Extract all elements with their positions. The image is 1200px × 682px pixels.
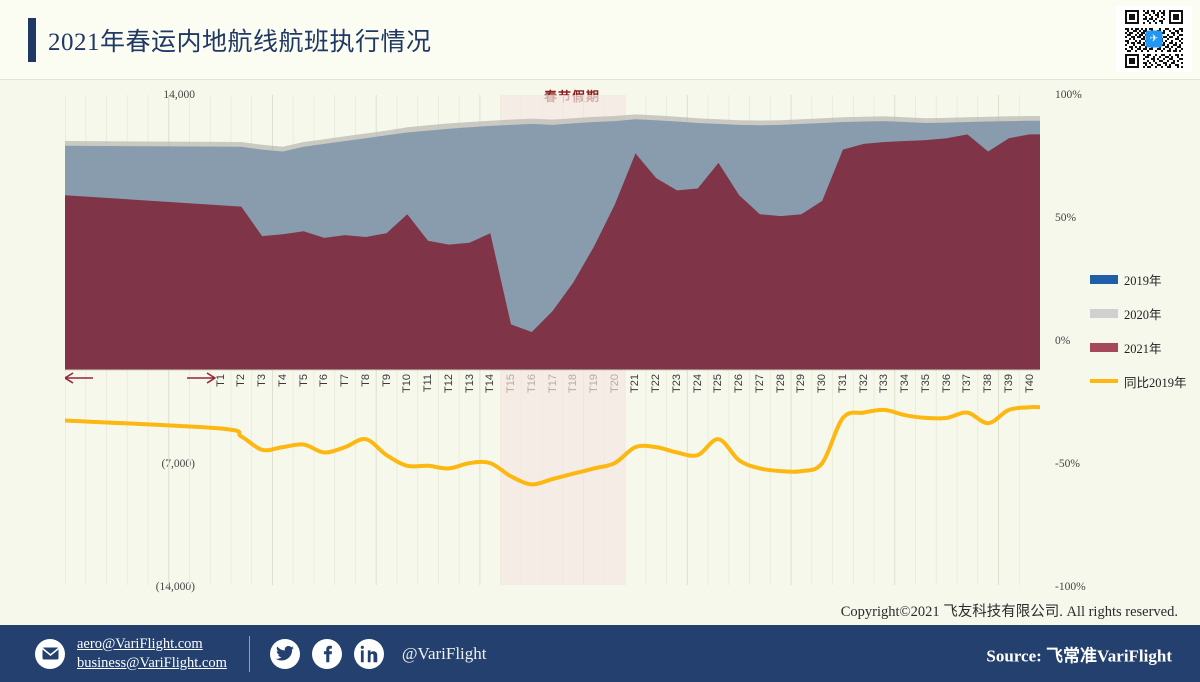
- page-footer: aero@VariFlight.com business@VariFlight.…: [0, 625, 1200, 682]
- y-axis-left-tick: (7,000): [161, 458, 195, 470]
- x-axis-tick-t10: T10: [401, 374, 414, 393]
- x-axis-tick-t13: T13: [463, 374, 476, 393]
- legend-label-2019: 2019年: [1124, 273, 1162, 288]
- title-accent-bar: [28, 18, 36, 62]
- x-axis-tick-t6: T6: [318, 374, 331, 387]
- qr-code-icon: ✈: [1123, 8, 1185, 70]
- qr-center-logo: ✈: [1145, 30, 1163, 48]
- header-divider: [0, 79, 1200, 80]
- envelope-icon[interactable]: [35, 638, 65, 669]
- y-axis-left-tick: (14,000): [155, 581, 195, 593]
- x-axis-tick-t3: T3: [256, 374, 269, 387]
- legend-item-2021[interactable]: 2021年: [1090, 340, 1200, 356]
- x-axis-tick-t28: T28: [774, 374, 787, 393]
- x-axis-tick-t16: T16: [525, 374, 538, 393]
- chart-region: 14,000 7,000 0 (7,000) (14,000) 100% 50%…: [0, 80, 1200, 595]
- chart-svg: [63, 95, 1042, 585]
- page-title: 2021年春运内地航线航班执行情况: [48, 29, 432, 56]
- x-axis-tick-t35: T35: [919, 374, 932, 393]
- x-axis-tick-t15: T15: [505, 374, 517, 393]
- legend-label-2021: 2021年: [1124, 341, 1162, 356]
- line-series-yoy: [63, 405, 1042, 487]
- facebook-icon[interactable]: [311, 638, 342, 669]
- x-axis-tick-t21: T21: [629, 374, 642, 393]
- x-axis-tick-t38: T38: [982, 374, 995, 393]
- x-axis-tick-t36: T36: [940, 374, 953, 393]
- x-axis-tick-t26: T26: [733, 374, 746, 393]
- legend-swatch-2020: [1090, 308, 1118, 318]
- email-aero[interactable]: aero@VariFlight.com: [77, 635, 203, 652]
- chart-legend: 2019年 2020年 2021年 同比2019年: [1090, 272, 1200, 408]
- social-handle: @VariFlight: [401, 643, 487, 663]
- x-axis-tick-t39: T39: [1002, 374, 1015, 393]
- x-axis-tick-t40: T40: [1023, 374, 1036, 393]
- source-label: Source: 飞常准VariFlight: [986, 646, 1172, 665]
- x-axis-tick-t17: T17: [546, 374, 559, 393]
- area-series-2021: [65, 134, 1040, 370]
- social-links: [269, 638, 396, 669]
- y-axis-left-tick: 14,000: [163, 89, 195, 101]
- y-axis-right-tick: -50%: [1055, 458, 1080, 470]
- x-axis-tick-t19: T19: [587, 374, 600, 393]
- x-axis-tick-t9: T9: [380, 374, 393, 387]
- x-axis-tick-t30: T30: [816, 374, 829, 393]
- footer-divider: [248, 635, 250, 672]
- x-axis-tick-t25: T25: [712, 374, 725, 393]
- y-axis-right-tick: 100%: [1055, 89, 1082, 101]
- x-axis-tick-t18: T18: [567, 374, 580, 393]
- copyright-text: Copyright©2021 飞友科技有限公司. All rights rese…: [840, 604, 1178, 620]
- x-axis-tick-t5: T5: [297, 374, 310, 387]
- legend-label-yoy: 同比2019年: [1124, 375, 1187, 390]
- email-business[interactable]: business@VariFlight.com: [77, 654, 227, 671]
- x-axis-tick-t11: T11: [422, 374, 435, 393]
- x-axis-tick-t27: T27: [753, 374, 766, 393]
- x-axis-tick-t34: T34: [899, 374, 912, 393]
- legend-item-yoy[interactable]: 同比2019年: [1090, 374, 1200, 390]
- legend-item-2020[interactable]: 2020年: [1090, 306, 1200, 322]
- pre-period-arrows: [64, 372, 216, 384]
- x-axis-tick-t29: T29: [795, 374, 808, 393]
- x-axis-tick-t14: T14: [484, 374, 497, 393]
- x-axis-tick-t7: T7: [339, 374, 352, 387]
- chart-plot-area: T1 T2 T3 T4 T5 T6 T7 T8 T9 T10 T11 T12 T13 T14 T15 T16 T…: [63, 95, 1042, 585]
- legend-swatch-2019: [1090, 274, 1118, 284]
- y-axis-right-tick: 50%: [1055, 212, 1077, 224]
- legend-swatch-yoy: [1090, 379, 1118, 383]
- email-group: aero@VariFlight.com business@VariFlight.…: [77, 635, 227, 673]
- x-axis-tick-t33: T33: [878, 374, 891, 393]
- x-axis-tick-t22: T22: [650, 374, 663, 393]
- legend-item-2019[interactable]: 2019年: [1090, 272, 1200, 288]
- page-header: 2021年春运内地航线航班执行情况: [0, 0, 1200, 80]
- x-axis-tick-t8: T8: [359, 374, 372, 387]
- x-axis-tick-t2: T2: [235, 374, 248, 387]
- twitter-icon[interactable]: [269, 638, 300, 669]
- x-axis-tick-t37: T37: [961, 374, 974, 393]
- x-axis-tick-t4: T4: [276, 374, 289, 387]
- qr-code-container[interactable]: ✈: [1116, 6, 1192, 72]
- linkedin-icon[interactable]: [353, 638, 384, 669]
- x-axis-tick-t12: T12: [442, 374, 455, 393]
- legend-swatch-2021: [1090, 342, 1118, 352]
- legend-label-2020: 2020年: [1124, 307, 1162, 322]
- x-axis-tick-t24: T24: [691, 374, 704, 393]
- x-axis-tick-t31: T31: [836, 374, 849, 393]
- y-axis-right-tick: -100%: [1055, 581, 1086, 593]
- x-axis-tick-t32: T32: [857, 374, 870, 393]
- y-axis-right-tick: 0%: [1055, 335, 1071, 347]
- x-axis-tick-t20: T20: [608, 374, 621, 393]
- x-axis-tick-t23: T23: [670, 374, 683, 393]
- x-axis-tick-t1: T1: [214, 374, 227, 387]
